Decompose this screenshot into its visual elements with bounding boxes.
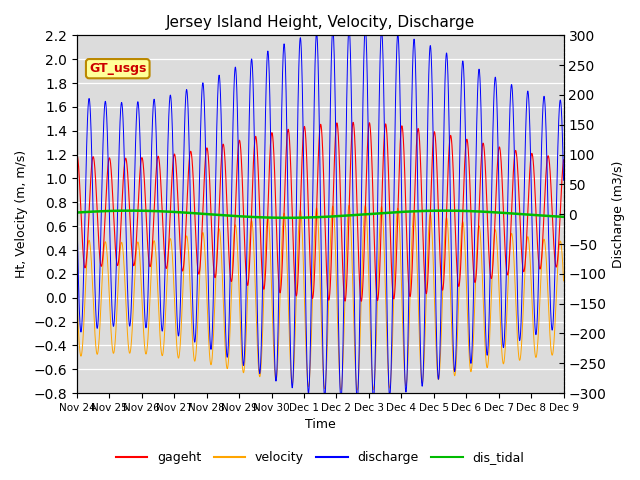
Y-axis label: Ht, Velocity (m, m/s): Ht, Velocity (m, m/s): [15, 150, 28, 278]
Y-axis label: Discharge (m3/s): Discharge (m3/s): [612, 160, 625, 268]
Text: GT_usgs: GT_usgs: [89, 62, 147, 75]
Title: Jersey Island Height, Velocity, Discharge: Jersey Island Height, Velocity, Discharg…: [166, 15, 475, 30]
X-axis label: Time: Time: [305, 419, 335, 432]
Legend: gageht, velocity, discharge, dis_tidal: gageht, velocity, discharge, dis_tidal: [111, 446, 529, 469]
